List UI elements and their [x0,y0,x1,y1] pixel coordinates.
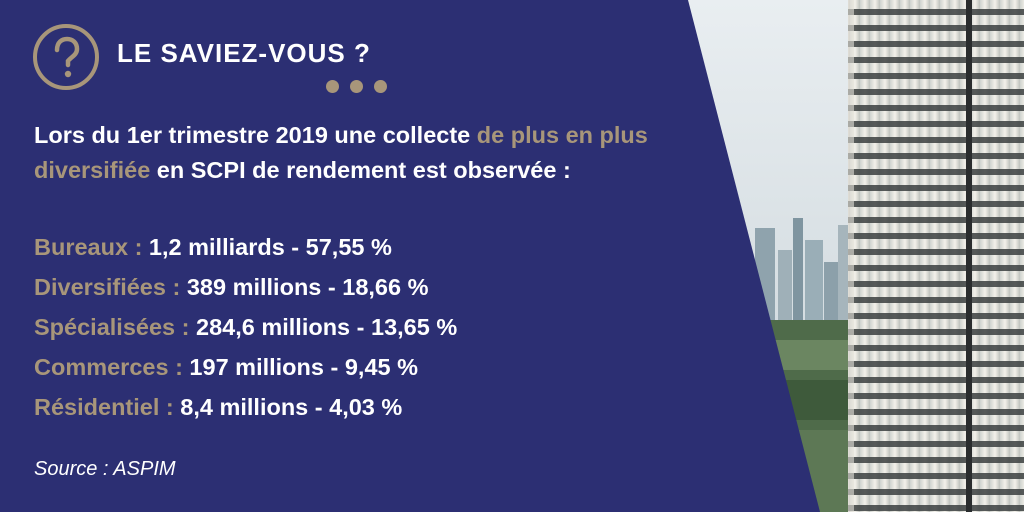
stat-row-diversifiees: Diversifiées : 389 millions - 18,66 % [34,269,734,309]
stat-label: Résidentiel : [34,394,174,420]
intro-highlight: de plus en plus diversifiée [34,122,648,183]
ellipsis-icon [326,80,388,94]
stat-row-residentiel: Résidentiel : 8,4 millions - 4,03 % [34,389,734,429]
intro-text-start: Lors du 1er trimestre 2019 une collecte [34,122,477,148]
intro-paragraph: Lors du 1er trimestre 2019 une collecte … [34,118,714,188]
header-title: LE SAVIEZ-VOUS ? [117,38,371,68]
question-mark-icon [33,24,99,90]
stat-value: 8,4 millions - 4,03 % [173,394,403,420]
stat-value: 197 millions - 9,45 % [182,354,419,380]
stat-value: 284,6 millions - 13,65 % [189,314,458,340]
stat-row-bureaux: Bureaux : 1,2 milliards - 57,55 % [34,229,734,269]
stat-value: 389 millions - 18,66 % [180,274,429,300]
stats-list: Bureaux : 1,2 milliards - 57,55 % Divers… [34,229,734,429]
stat-value: 1,2 milliards - 57,55 % [142,234,392,260]
intro-text-end: en SCPI de rendement est observée : [150,157,571,183]
stat-row-specialisees: Spécialisées : 284,6 millions - 13,65 % [34,309,734,349]
stat-row-commerces: Commerces : 197 millions - 9,45 % [34,349,734,389]
stat-label: Commerces : [34,354,183,380]
stat-label: Spécialisées : [34,314,190,340]
stat-label: Diversifiées : [34,274,181,300]
stat-label: Bureaux : [34,234,143,260]
source-credit: Source : ASPIM [34,458,176,480]
